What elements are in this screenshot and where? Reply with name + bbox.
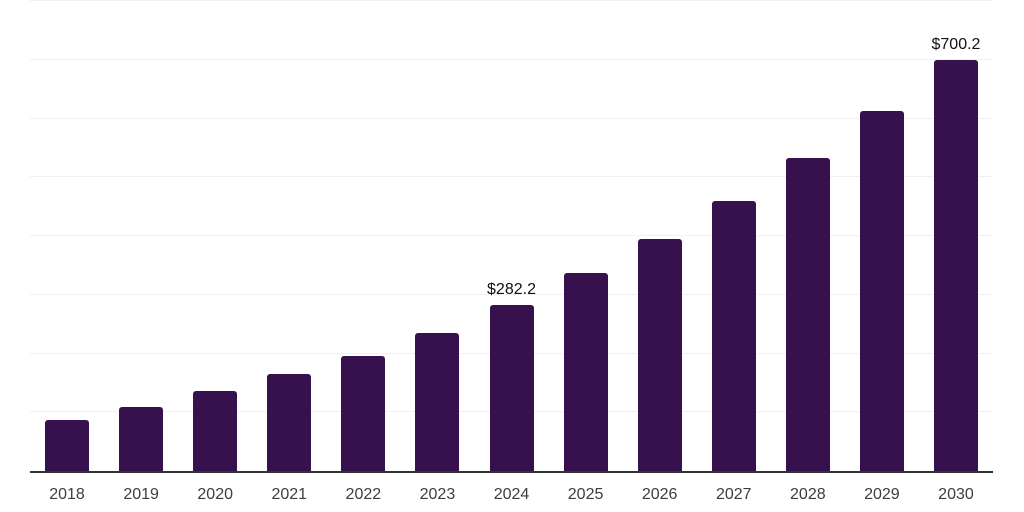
x-tick-2028: 2028: [790, 486, 826, 503]
bar-2020: [193, 390, 238, 471]
bar-cell-2027: [697, 1, 771, 471]
x-tick-2029: 2029: [864, 486, 900, 503]
x-tick-2025: 2025: [567, 486, 604, 503]
x-tick-2021: 2021: [271, 486, 308, 503]
bar-2028: [785, 157, 830, 471]
bar-2024: [489, 305, 534, 471]
bar-2022: [341, 355, 386, 471]
x-tick-2022: 2022: [345, 486, 382, 503]
bar-cell-2020: [178, 1, 252, 471]
gridline-600: [30, 117, 993, 119]
x-tick-2019: 2019: [123, 486, 159, 503]
bar-cell-2023: [400, 1, 474, 471]
x-tick-2026: 2026: [641, 486, 678, 503]
bar-2029: [859, 110, 904, 471]
bar-2026: [637, 238, 682, 471]
bar-cell-2024: $282.2: [474, 1, 548, 471]
data-label-2024: $282.2: [487, 281, 536, 299]
bar-cell-2025: [549, 1, 623, 471]
bar-cell-2028: [771, 1, 845, 471]
bar-2019: [119, 407, 164, 471]
x-tick-2018: 2018: [49, 486, 85, 503]
bar-2021: [267, 373, 312, 471]
x-tick-2024: 2024: [493, 486, 530, 503]
bars-row: $282.2 $700.2: [30, 1, 993, 471]
x-tick-2027: 2027: [715, 486, 752, 503]
bar-2023: [415, 332, 460, 471]
x-tick-2030: 2030: [938, 486, 974, 503]
bar-2025: [563, 272, 608, 471]
bar-2030: [933, 59, 978, 471]
bar-cell-2026: [623, 1, 697, 471]
x-tick-2020: 2020: [197, 486, 233, 503]
gridline-800: [30, 0, 993, 1]
x-tick-2023: 2023: [419, 486, 456, 503]
bar-cell-2029: [845, 1, 919, 471]
bar-2018: [45, 420, 90, 471]
bar-cell-2030: $700.2: [919, 1, 993, 471]
gridline-300: [30, 293, 993, 295]
gridline-400: [30, 235, 993, 236]
plot-area: $282.2 $700.2: [30, 0, 993, 473]
bar-cell-2018: [30, 1, 104, 471]
bar-cell-2021: [252, 1, 326, 471]
x-axis: 2018 2019 2020 2021 2022 2023 2024 2025 2026 2027…: [30, 473, 993, 504]
bar-cell-2019: [104, 1, 178, 471]
gridline-700: [30, 58, 993, 60]
bar-2027: [711, 201, 756, 471]
gridline-500: [30, 176, 993, 178]
data-label-2030: $700.2: [931, 35, 981, 53]
bar-cell-2022: [326, 1, 400, 471]
